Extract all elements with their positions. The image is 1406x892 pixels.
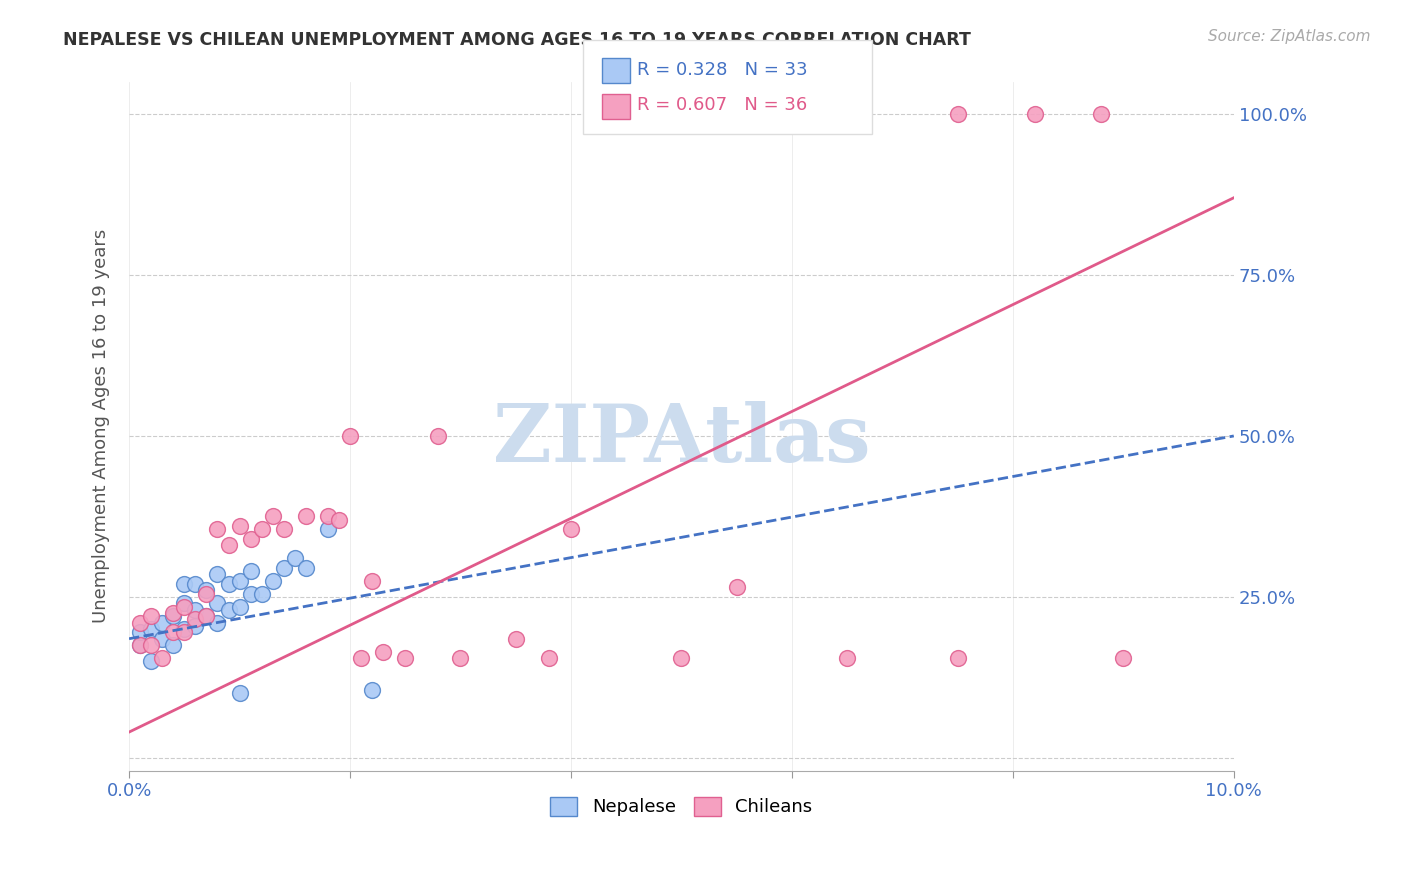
Point xyxy=(141,654,163,668)
Point xyxy=(262,574,284,588)
Point xyxy=(141,609,163,624)
Point xyxy=(295,509,318,524)
Point xyxy=(207,567,229,582)
Point xyxy=(184,603,207,617)
Point xyxy=(837,651,859,665)
Text: Source: ZipAtlas.com: Source: ZipAtlas.com xyxy=(1208,29,1371,44)
Point xyxy=(537,651,560,665)
Point xyxy=(162,638,184,652)
Point xyxy=(141,622,163,636)
Point xyxy=(228,599,250,614)
Point xyxy=(1090,107,1112,121)
Point xyxy=(162,625,184,640)
Point xyxy=(273,561,295,575)
Point xyxy=(150,651,173,665)
Point xyxy=(328,513,350,527)
Point xyxy=(162,606,184,620)
Point xyxy=(218,538,240,552)
Point xyxy=(228,686,250,700)
Point xyxy=(207,522,229,536)
Legend: Nepalese, Chileans: Nepalese, Chileans xyxy=(543,789,820,823)
Point xyxy=(427,429,450,443)
Point xyxy=(195,609,218,624)
Point xyxy=(218,577,240,591)
Point xyxy=(373,644,395,658)
Point xyxy=(361,574,384,588)
Text: NEPALESE VS CHILEAN UNEMPLOYMENT AMONG AGES 16 TO 19 YEARS CORRELATION CHART: NEPALESE VS CHILEAN UNEMPLOYMENT AMONG A… xyxy=(63,31,972,49)
Point xyxy=(195,587,218,601)
Point xyxy=(394,651,416,665)
Point xyxy=(450,651,472,665)
Point xyxy=(946,651,969,665)
Point xyxy=(239,532,262,546)
Point xyxy=(173,599,195,614)
Point xyxy=(184,577,207,591)
Point xyxy=(184,619,207,633)
Text: R = 0.328   N = 33: R = 0.328 N = 33 xyxy=(637,61,807,78)
Point xyxy=(195,609,218,624)
Point xyxy=(207,615,229,630)
Text: R = 0.607   N = 36: R = 0.607 N = 36 xyxy=(637,96,807,114)
Point xyxy=(239,564,262,578)
Point xyxy=(284,551,307,566)
Point xyxy=(946,107,969,121)
Point xyxy=(1024,107,1046,121)
Point xyxy=(150,615,173,630)
Point xyxy=(129,638,152,652)
Point xyxy=(250,587,273,601)
Point xyxy=(339,429,361,443)
Point xyxy=(129,625,152,640)
Point xyxy=(141,638,163,652)
Point xyxy=(228,519,250,533)
Point xyxy=(361,683,384,698)
Point xyxy=(129,615,152,630)
Point xyxy=(671,651,693,665)
Point xyxy=(239,587,262,601)
Point xyxy=(262,509,284,524)
Point xyxy=(725,580,748,594)
Point xyxy=(150,632,173,646)
Point xyxy=(295,561,318,575)
Point xyxy=(173,622,195,636)
Point xyxy=(505,632,527,646)
Point xyxy=(218,603,240,617)
Point xyxy=(316,522,339,536)
Point xyxy=(273,522,295,536)
Point xyxy=(162,609,184,624)
Point xyxy=(228,574,250,588)
Point xyxy=(173,596,195,610)
Point xyxy=(250,522,273,536)
Point xyxy=(207,596,229,610)
Point xyxy=(173,625,195,640)
Point xyxy=(316,509,339,524)
Point xyxy=(129,638,152,652)
Point xyxy=(560,522,582,536)
Y-axis label: Unemployment Among Ages 16 to 19 years: Unemployment Among Ages 16 to 19 years xyxy=(93,229,110,624)
Point xyxy=(184,612,207,626)
Point xyxy=(1112,651,1135,665)
Point xyxy=(350,651,373,665)
Point xyxy=(173,577,195,591)
Text: ZIPAtlas: ZIPAtlas xyxy=(492,401,870,479)
Point xyxy=(195,583,218,598)
